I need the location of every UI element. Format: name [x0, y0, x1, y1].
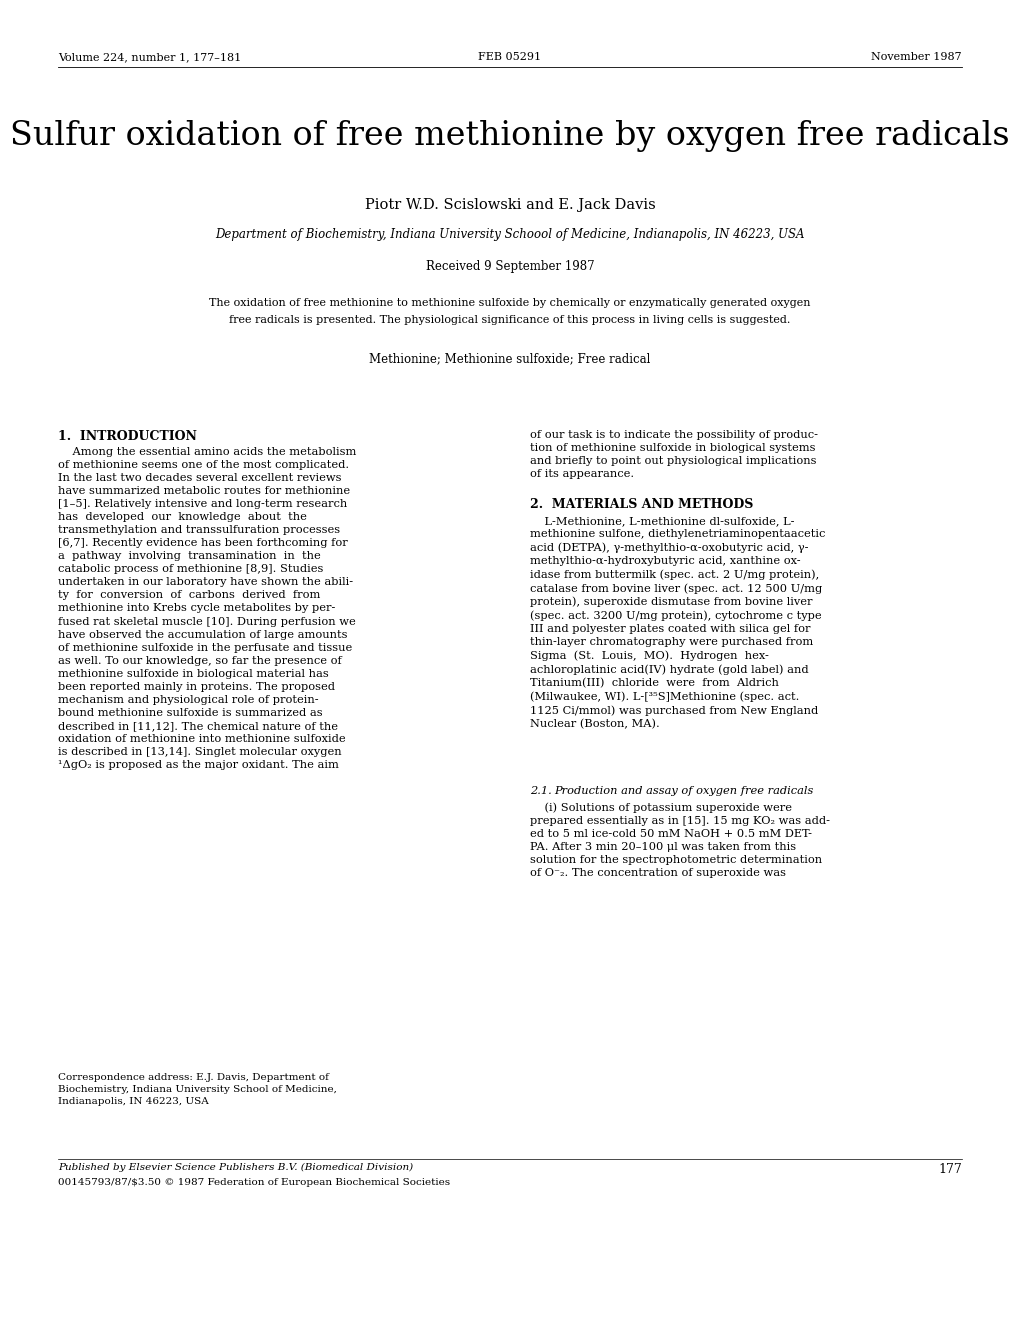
Text: 1.  INTRODUCTION: 1. INTRODUCTION [58, 429, 197, 443]
Text: FEB 05291: FEB 05291 [478, 52, 541, 62]
Text: Production and assay of oxygen free radicals: Production and assay of oxygen free radi… [553, 785, 812, 796]
Text: The oxidation of free methionine to methionine sulfoxide by chemically or enzyma: The oxidation of free methionine to meth… [209, 298, 810, 308]
Text: Volume 224, number 1, 177–181: Volume 224, number 1, 177–181 [58, 52, 242, 62]
Text: November 1987: November 1987 [870, 52, 961, 62]
Text: Piotr W.D. Scislowski and E. Jack Davis: Piotr W.D. Scislowski and E. Jack Davis [364, 198, 655, 211]
Text: Correspondence address: E.J. Davis, Department of
Biochemistry, Indiana Universi: Correspondence address: E.J. Davis, Depa… [58, 1073, 336, 1107]
Text: 00145793/87/$3.50 © 1987 Federation of European Biochemical Societies: 00145793/87/$3.50 © 1987 Federation of E… [58, 1177, 449, 1187]
Text: Methionine; Methionine sulfoxide; Free radical: Methionine; Methionine sulfoxide; Free r… [369, 352, 650, 365]
Text: free radicals is presented. The physiological significance of this process in li: free radicals is presented. The physiolo… [229, 314, 790, 325]
Text: Sulfur oxidation of free methionine by oxygen free radicals: Sulfur oxidation of free methionine by o… [10, 120, 1009, 153]
Text: 177: 177 [937, 1163, 961, 1176]
Text: (i) Solutions of potassium superoxide were
prepared essentially as in [15]. 15 m: (i) Solutions of potassium superoxide we… [530, 801, 829, 878]
Text: 2.1.: 2.1. [530, 785, 558, 796]
Text: Among the essential amino acids the metabolism
of methionine seems one of the mo: Among the essential amino acids the meta… [58, 447, 356, 769]
Text: Department of Biochemistry, Indiana University Schoool of Medicine, Indianapolis: Department of Biochemistry, Indiana Univ… [215, 227, 804, 241]
Text: Published by Elsevier Science Publishers B.V. (Biomedical Division): Published by Elsevier Science Publishers… [58, 1163, 413, 1172]
Text: 2.  MATERIALS AND METHODS: 2. MATERIALS AND METHODS [530, 498, 753, 511]
Text: of our task is to indicate the possibility of produc-
tion of methionine sulfoxi: of our task is to indicate the possibili… [530, 429, 817, 479]
Text: L-Methionine, L-methionine dl-sulfoxide, L-
methionine sulfone, diethylenetriami: L-Methionine, L-methionine dl-sulfoxide,… [530, 516, 824, 729]
Text: Received 9 September 1987: Received 9 September 1987 [425, 260, 594, 273]
